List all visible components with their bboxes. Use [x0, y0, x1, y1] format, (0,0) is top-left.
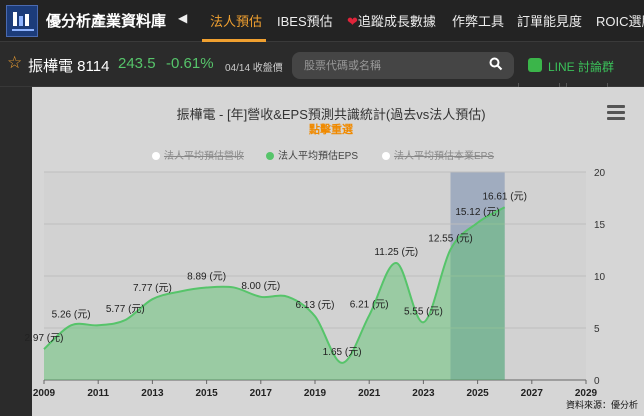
eps-data-label: 2.97 (元) — [25, 333, 64, 344]
x-tick-label: 2025 — [466, 388, 489, 399]
eps-data-label: 11.25 (元) — [374, 247, 418, 258]
legend-label: 法人平均預估營收 — [164, 151, 244, 162]
eps-data-label: 6.13 (元) — [296, 300, 335, 311]
eps-data-label: 5.77 (元) — [106, 304, 145, 315]
x-tick-label: 2029 — [575, 388, 598, 399]
eps-data-label: 12.55 (元) — [428, 233, 472, 244]
chart-reselect-link[interactable]: 點擊重選 — [309, 124, 353, 136]
legend-item-eps[interactable]: 法人平均預估EPS — [266, 147, 358, 162]
legend-label: 法人平均預估EPS — [278, 151, 359, 162]
star-icon[interactable]: ☆ — [7, 53, 23, 72]
eps-series-line — [43, 206, 506, 364]
heart-icon: ❤ — [347, 14, 358, 29]
x-tick-label: 2011 — [87, 388, 109, 399]
site-logo[interactable] — [6, 5, 38, 37]
chart-title: 振樺電 - [年]營收&EPS預測共識統計(過去vs法人預估) — [176, 107, 486, 122]
eps-data-label: 8.00 (元) — [241, 281, 280, 292]
eps-data-label: 16.61 (元) — [482, 191, 526, 202]
stock-bar: ☆ 振樺電 8114 243.5 -0.61% 04/14 收盤價 LINE 討… — [0, 43, 644, 87]
eps-data-label: 1.65 (元) — [323, 347, 362, 358]
line-app-icon[interactable] — [528, 58, 542, 72]
legend-dot-icon — [382, 152, 390, 160]
nav-item-roic[interactable]: ROIC選股 — [596, 14, 644, 29]
x-tick-label: 2019 — [304, 388, 327, 399]
nav-active-underline — [202, 39, 266, 42]
legend-dot-icon — [152, 152, 160, 160]
nav-item-order-visibility[interactable]: 訂單能見度 — [517, 14, 583, 29]
nav-item-tools[interactable]: 作弊工具 — [452, 14, 505, 29]
x-tick-label: 2017 — [250, 388, 273, 399]
legend-dot-icon — [266, 152, 274, 160]
y-tick-label: 10 — [594, 272, 606, 283]
eps-data-label: 5.55 (元) — [404, 306, 443, 317]
top-nav: 優分析產業資料庫 ◀ 法人預估 IBES預估 ❤追蹤成長數據 作弊工具 訂單能見… — [0, 0, 644, 42]
stock-change: -0.61% — [166, 55, 214, 72]
y-tick-label: 15 — [594, 220, 606, 231]
line-group-link[interactable]: LINE 討論群 — [548, 60, 615, 74]
stock-name: 振樺電 8114 — [28, 58, 110, 75]
nav-item-ibes[interactable]: IBES預估 — [277, 14, 333, 29]
y-tick-label: 5 — [594, 324, 600, 335]
stock-date: 04/14 收盤價 — [225, 63, 283, 74]
nav-item-growth-tracking-label: 追蹤成長數據 — [357, 14, 436, 29]
stock-price: 243.5 — [118, 55, 156, 72]
eps-data-label: 6.21 (元) — [350, 299, 389, 310]
x-tick-label: 2015 — [195, 388, 218, 399]
legend-item-core-eps[interactable]: 法人平均預估本業EPS — [382, 147, 494, 162]
data-source: 資料來源：優分析 — [566, 400, 639, 410]
x-tick-label: 2013 — [141, 388, 164, 399]
eps-data-label: 7.77 (元) — [133, 283, 172, 294]
y-tick-label: 0 — [594, 376, 600, 387]
chevron-left-icon[interactable]: ◀ — [178, 11, 188, 25]
eps-data-label: 8.89 (元) — [187, 272, 226, 283]
x-tick-label: 2021 — [358, 388, 381, 399]
menu-icon[interactable] — [607, 105, 625, 121]
search-icon[interactable] — [489, 57, 503, 71]
eps-data-label: 15.12 (元) — [455, 207, 499, 218]
nav-item-growth-tracking[interactable]: ❤追蹤成長數據 — [347, 11, 436, 30]
x-tick-label: 2027 — [521, 388, 544, 399]
search-input[interactable] — [292, 52, 514, 79]
legend-item-revenue[interactable]: 法人平均預估營收 — [152, 147, 244, 162]
y-tick-label: 20 — [594, 168, 606, 179]
eps-data-label: 5.26 (元) — [52, 309, 91, 320]
x-tick-label: 2023 — [412, 388, 435, 399]
site-name[interactable]: 優分析產業資料庫 — [46, 13, 167, 30]
eps-area-fill — [44, 207, 505, 380]
legend-label: 法人平均預估本業EPS — [394, 151, 495, 162]
x-tick-label: 2009 — [33, 388, 56, 399]
nav-item-analyst-forecast[interactable]: 法人預估 — [210, 14, 263, 29]
